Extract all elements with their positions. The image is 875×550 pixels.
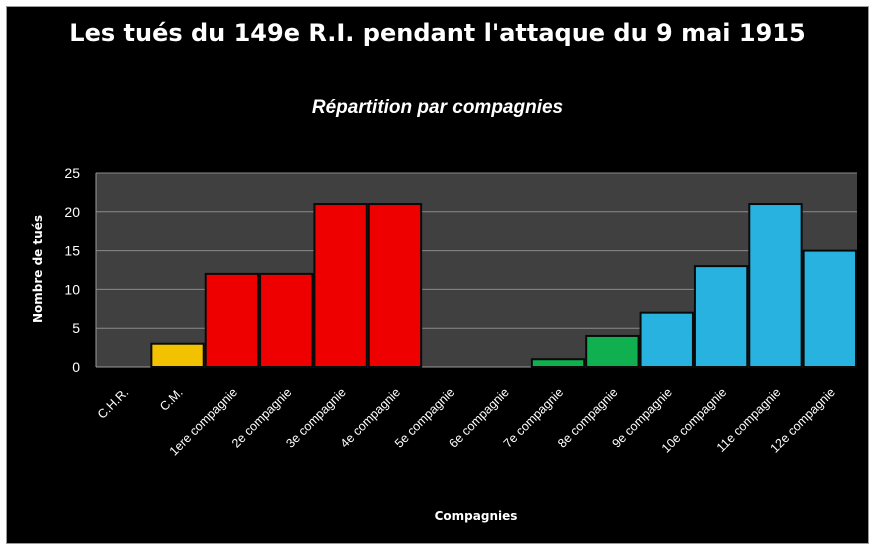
y-tick-labels: 0 5 10 15 20 25 xyxy=(64,165,80,375)
y-tick-label: 25 xyxy=(64,165,80,181)
y-tick-label: 15 xyxy=(64,243,80,259)
bars xyxy=(150,203,858,369)
y-tick-label: 5 xyxy=(72,320,80,336)
bar xyxy=(693,265,749,368)
y-tick-label: 20 xyxy=(64,204,80,220)
y-tick-label: 0 xyxy=(72,359,80,375)
bar xyxy=(585,334,640,368)
x-tick-label: C.H.R. xyxy=(95,385,131,421)
x-tick-label: C.M. xyxy=(157,385,186,414)
bar xyxy=(639,311,694,368)
bar xyxy=(748,203,803,368)
x-axis-label: Compagnies xyxy=(435,509,518,523)
y-tick-label: 10 xyxy=(64,281,80,297)
bar xyxy=(259,272,314,369)
chart-subtitle: Répartition par compagnies xyxy=(311,97,564,118)
bar xyxy=(530,358,586,368)
bar xyxy=(802,249,858,369)
bar xyxy=(313,203,368,368)
y-axis-label: Nombre de tués xyxy=(31,215,45,323)
chart-title: Les tués du 149e R.I. pendant l'attaque … xyxy=(69,19,806,47)
bar xyxy=(150,342,205,369)
bar xyxy=(367,203,423,368)
bar xyxy=(204,272,260,369)
